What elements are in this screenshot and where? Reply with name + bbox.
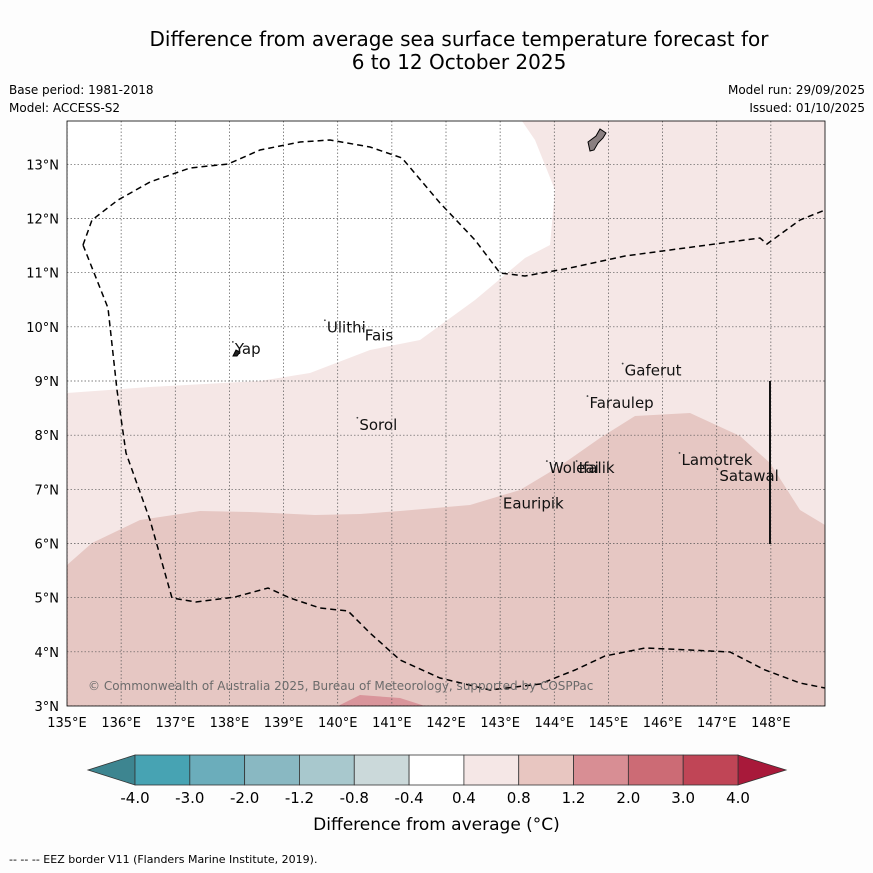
colorbar-segment: [408, 754, 465, 786]
latitude-tick-label: 8°N: [35, 429, 60, 444]
colorbar-tick-label: 0.4: [452, 789, 476, 807]
map-plot-area: © Commonwealth of Australia 2025, Bureau…: [67, 121, 825, 706]
place-label-ulithi: Ulithi: [327, 318, 366, 336]
colorbar: -4.0 -3.0 -2.0 -1.2 -0.8 -0.4 0.4 0.8 1.2 2.0 3.0 4…: [86, 754, 788, 807]
anomaly-band-1.2-2.0: [338, 695, 425, 706]
place-label-yap: Yap: [234, 340, 261, 358]
colorbar-segment: [244, 754, 300, 786]
place-marker: [545, 460, 548, 462]
place-marker: [678, 452, 681, 454]
colorbar-title: Difference from average (°C): [313, 815, 560, 835]
base-period: Base period: 1981-2018: [9, 83, 154, 97]
meta-left: Base period: 1981-2018 Model: ACCESS-S2: [9, 81, 154, 117]
guam-island: [587, 128, 607, 152]
colorbar-tick-label: -1.2: [285, 789, 314, 807]
longitude-tick-label: 148°E: [751, 716, 791, 731]
eez-border: [82, 139, 825, 691]
map-frame: [66, 120, 826, 707]
place-label-lamotrek: Lamotrek: [682, 451, 753, 469]
longitude-tick-label: 143°E: [480, 716, 520, 731]
latitude-tick-label: 5°N: [35, 592, 60, 607]
title-line-1: Difference from average sea surface temp…: [149, 27, 769, 51]
place-labels: Ulithi Fais Yap Gaferut Faraulep Sorol WoleaiI…: [231, 318, 779, 512]
longitude-tick-label: 136°E: [101, 716, 141, 731]
colorbar-segment: [353, 754, 410, 786]
longitude-tick-label: 139°E: [264, 716, 304, 731]
latitude-tick-label: 13°N: [26, 158, 59, 173]
longitude-tick-label: 140°E: [318, 716, 358, 731]
place-label-woleai: Woleai: [549, 459, 599, 477]
longitude-labels: 135°E 136°E 137°E 138°E 139°E 140°E 141°E 142°E…: [47, 716, 790, 731]
place-label-satawal: Satawal: [719, 467, 778, 485]
longitude-tick-label: 145°E: [589, 716, 629, 731]
colorbar-segment: [463, 754, 520, 786]
place-label-ifalik: Ifalik: [579, 459, 615, 477]
longitude-tick-label: 135°E: [47, 716, 87, 731]
place-label-fais: Fais: [365, 326, 394, 344]
place-label-eauripik: Eauripik: [503, 494, 564, 512]
latitude-tick-label: 12°N: [26, 213, 59, 228]
colorbar-tick-label: 3.0: [671, 789, 695, 807]
map-title: Difference from average sea surface temp…: [0, 28, 873, 74]
colorbar-tick-label: 0.8: [507, 789, 531, 807]
longitude-tick-label: 144°E: [535, 716, 575, 731]
colorbar-low-extend: [86, 754, 136, 786]
graticule: [67, 121, 825, 706]
place-marker: [231, 341, 234, 343]
latitude-tick-label: 4°N: [35, 646, 60, 661]
colorbar-high-extend: [737, 754, 788, 786]
place-label-sorol: Sorol: [359, 416, 397, 434]
meta-right: Model run: 29/09/2025 Issued: 01/10/2025: [728, 81, 865, 117]
colorbar-tick-label: 4.0: [726, 789, 750, 807]
colorbar-tick-label: 2.0: [616, 789, 640, 807]
colorbar-tick-label: -3.0: [175, 789, 204, 807]
place-marker: [356, 416, 359, 419]
colorbar-tick-label: -0.8: [340, 789, 369, 807]
latitude-tick-label: 3°N: [35, 700, 60, 715]
colorbar-segment: [573, 754, 629, 786]
model-name: Model: ACCESS-S2: [9, 101, 121, 115]
yap-island: [232, 349, 241, 357]
longitude-tick-label: 137°E: [156, 716, 196, 731]
title-line-2: 6 to 12 October 2025: [351, 50, 567, 74]
colorbar-tick-label: 1.2: [562, 789, 586, 807]
colorbar-segment: [189, 754, 246, 786]
eez-footnote: -- -- -- EEZ border V11 (Flanders Marine…: [9, 853, 318, 866]
place-marker: [586, 395, 589, 397]
colorbar-tick-label: -2.0: [230, 789, 259, 807]
colorbar-segment: [682, 754, 739, 786]
colorbar-segment: [134, 754, 191, 786]
longitude-tick-label: 142°E: [426, 716, 466, 731]
place-marker: [716, 468, 719, 471]
latitude-tick-label: 6°N: [35, 538, 60, 553]
copyright-notice: © Commonwealth of Australia 2025, Bureau…: [88, 679, 593, 693]
colorbar-tick-label: -0.4: [394, 789, 423, 807]
place-marker: [499, 495, 502, 498]
issued-date: Issued: 01/10/2025: [749, 101, 865, 115]
place-label-faraulep: Faraulep: [589, 394, 653, 412]
latitude-tick-label: 7°N: [35, 483, 60, 498]
longitude-tick-label: 138°E: [210, 716, 250, 731]
colorbar-segment: [299, 754, 355, 786]
colorbar-segment: [518, 754, 574, 786]
latitude-labels: 3°N 4°N 5°N 6°N 7°N 8°N 9°N 10°N 11°N 12°N 13°N: [26, 158, 59, 715]
colorbar-tick-label: -4.0: [120, 789, 149, 807]
place-marker: [575, 460, 578, 462]
model-run: Model run: 29/09/2025: [727, 83, 865, 97]
longitude-tick-label: 141°E: [372, 716, 412, 731]
latitude-tick-label: 11°N: [26, 267, 59, 282]
latitude-tick-label: 10°N: [26, 321, 59, 336]
place-label-gaferut: Gaferut: [625, 362, 682, 380]
latitude-tick-label: 9°N: [35, 375, 60, 390]
longitude-tick-label: 147°E: [697, 716, 737, 731]
place-marker: [323, 319, 326, 322]
longitude-tick-label: 146°E: [643, 716, 683, 731]
place-marker: [621, 362, 624, 365]
place-marker: [361, 327, 364, 330]
colorbar-segment: [627, 754, 684, 786]
